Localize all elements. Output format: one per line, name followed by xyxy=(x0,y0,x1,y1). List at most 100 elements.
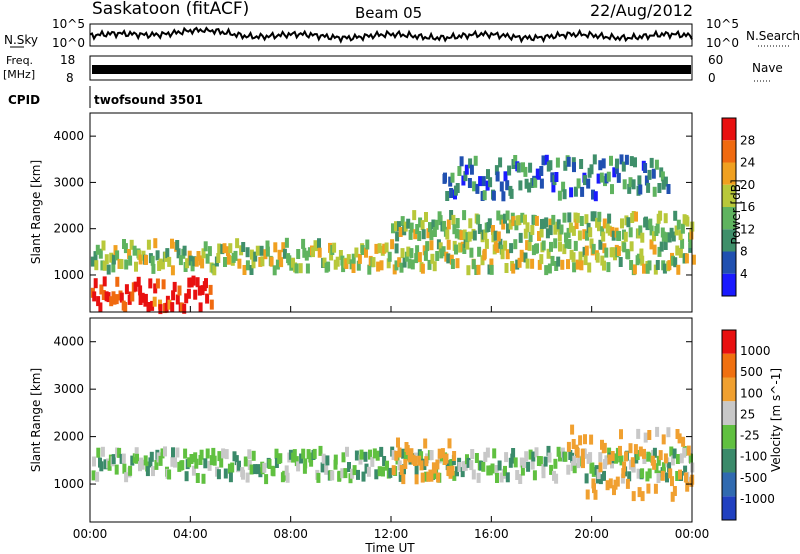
velocity-cell xyxy=(180,460,185,471)
power-cell xyxy=(626,249,631,260)
velocity-cell xyxy=(203,458,208,469)
velocity-cell xyxy=(262,462,267,473)
velocity-cell xyxy=(615,476,620,487)
power-cell xyxy=(468,218,473,229)
power-cell xyxy=(661,231,666,242)
velocity-cell xyxy=(580,448,585,459)
power-cell xyxy=(591,243,596,254)
velocity-cell xyxy=(652,459,657,470)
velocity-cell xyxy=(243,456,248,467)
power-cell xyxy=(417,252,422,263)
velocity-cell xyxy=(610,458,614,469)
power-cell xyxy=(532,215,537,225)
velocity-cell xyxy=(578,455,582,466)
power-cell xyxy=(408,229,413,240)
power-cell xyxy=(434,219,439,230)
power-cell xyxy=(421,229,426,240)
power-cell xyxy=(384,242,389,253)
velocity-cell xyxy=(534,447,539,458)
velocity-cell xyxy=(209,455,214,466)
power-cell xyxy=(265,246,270,257)
velocity-cell xyxy=(665,472,669,483)
power-cell xyxy=(477,224,482,234)
velocity-cell xyxy=(217,451,222,462)
colorbar-cell xyxy=(722,118,736,141)
power-cell xyxy=(663,240,668,250)
power-cell xyxy=(604,173,609,184)
noise-right-tick-bottom: 10^0 xyxy=(706,36,739,50)
time-axis: 00:00 04:00 08:00 12:00 16:00 20:00 00:00 xyxy=(73,306,709,541)
velocity-cells xyxy=(91,424,695,502)
power-cell xyxy=(523,252,528,263)
power-cell xyxy=(598,160,603,171)
power-cell xyxy=(182,245,187,256)
velocity-cell xyxy=(324,464,329,475)
velocity-cell xyxy=(312,448,317,459)
beam-title: Beam 05 xyxy=(355,4,422,22)
velocity-cell xyxy=(173,457,177,468)
velocity-cell xyxy=(635,450,640,460)
power-cell xyxy=(613,250,617,261)
power-cell xyxy=(123,302,128,312)
power-cell xyxy=(446,253,451,264)
velocity-cell xyxy=(316,472,321,483)
power-cell xyxy=(182,303,187,314)
velocity-cell xyxy=(583,434,587,445)
velocity-cell xyxy=(526,461,531,472)
velocity-cell xyxy=(638,446,643,457)
velocity-cell xyxy=(596,469,601,480)
power-cell xyxy=(207,246,212,257)
power-cell xyxy=(446,219,451,230)
power-cell xyxy=(622,242,627,253)
power-cell xyxy=(200,258,205,269)
power-cell xyxy=(242,265,247,275)
power-cell xyxy=(192,256,197,267)
velocity-cell xyxy=(636,468,641,479)
x-tick-label: 00:00 xyxy=(73,527,108,541)
power-cell xyxy=(258,256,263,267)
velocity-cell xyxy=(414,474,419,485)
power-cell xyxy=(391,223,395,234)
velocity-cell xyxy=(401,448,406,459)
power-cell xyxy=(204,278,208,289)
power-cell xyxy=(628,227,633,238)
power-cell xyxy=(598,239,603,250)
power-cell xyxy=(435,251,440,261)
velocity-cell xyxy=(518,474,523,484)
velocity-cell xyxy=(481,461,486,472)
power-cell xyxy=(654,159,659,170)
velocity-cell xyxy=(670,476,674,487)
velocity-cell xyxy=(128,465,133,476)
velocity-cell xyxy=(652,447,657,458)
power-cell xyxy=(623,231,628,242)
power-cell xyxy=(626,217,631,228)
power-cell xyxy=(269,256,274,267)
velocity-cell xyxy=(566,441,571,452)
velocity-cell xyxy=(683,465,688,476)
power-cell xyxy=(301,238,306,249)
velocity-cell xyxy=(363,451,368,462)
power-cell xyxy=(491,232,496,243)
velocity-cell xyxy=(333,454,338,465)
power-cell xyxy=(188,255,193,266)
power-cell xyxy=(518,180,523,191)
velocity-cell xyxy=(654,463,659,474)
velocity-cell xyxy=(391,450,396,460)
velocity-cell xyxy=(274,458,279,468)
colorbar-cell xyxy=(722,448,736,473)
velocity-cell xyxy=(124,472,129,483)
colorbar-cell xyxy=(722,273,736,297)
power-cell xyxy=(548,160,553,171)
colorbar-cell xyxy=(722,401,736,426)
power-cell xyxy=(466,265,471,276)
velocity-cell xyxy=(647,468,652,479)
power-cell xyxy=(415,224,420,234)
velocity-cell xyxy=(345,446,349,457)
velocity-cell xyxy=(647,430,652,440)
velocity-cell xyxy=(519,457,524,468)
power-cell xyxy=(298,263,303,274)
velocity-cell xyxy=(347,462,351,472)
velocity-cell xyxy=(682,447,687,458)
velocity-cell xyxy=(370,456,375,467)
power-cell xyxy=(160,259,165,270)
